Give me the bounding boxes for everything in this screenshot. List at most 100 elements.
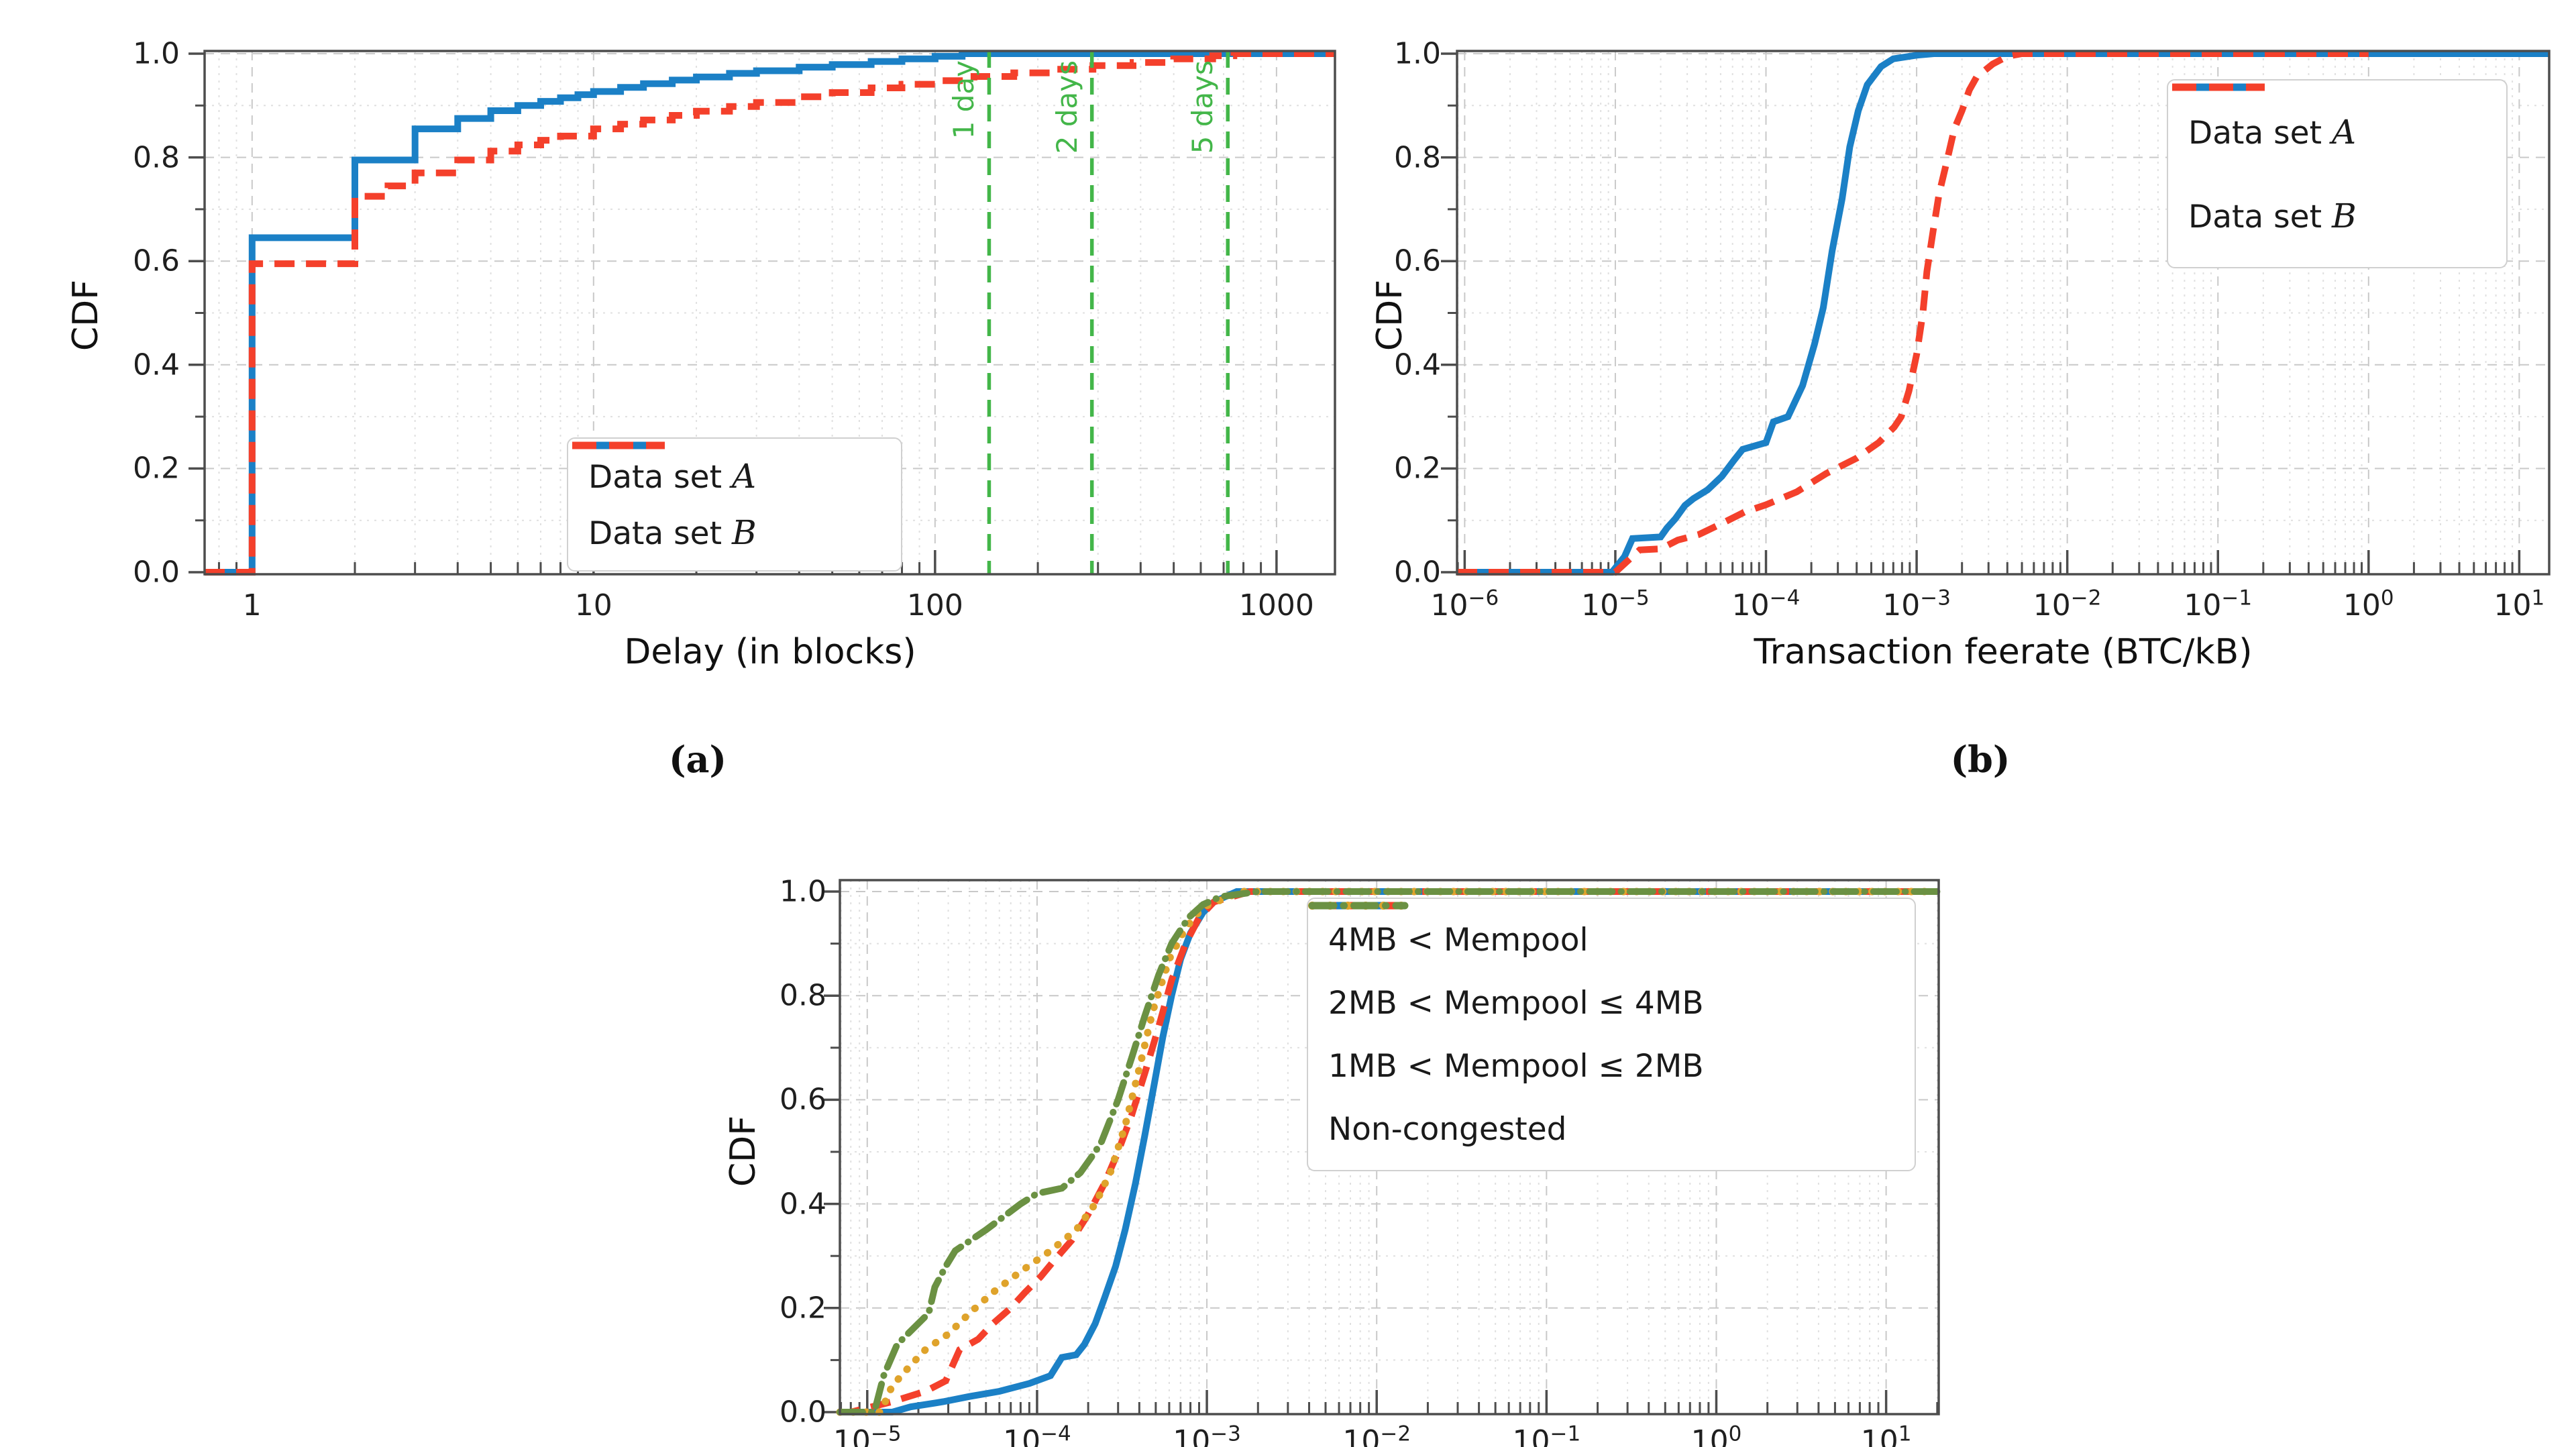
x-tick-base: 10 [2493,588,2532,623]
y-tick-label: 1.0 [1394,36,1441,71]
legend-item-label: Data set A [588,457,756,496]
series-non-congested [837,888,1941,1415]
x-tick-label: 100 [2343,588,2394,621]
legend-label-prefix: Data set [588,515,732,552]
y-tick-label: 0.2 [133,451,180,486]
axes-frame [839,879,1940,1415]
vline-label-1-day: 1 day [947,60,981,140]
xlabel-delay: Delay (in blocks) [624,632,916,672]
x-tick-exponent: −1 [1550,1422,1581,1446]
series-data-set-a [1457,50,2549,576]
series-4mb-mempool [840,888,1937,1415]
x-tick-label: 10−4 [1003,1424,1071,1447]
series-data-set-b [205,50,1335,576]
legend-item: Data set B [2172,83,2486,235]
x-tick-base: 10 [1430,588,1468,623]
ylabel-cdf-b: CDF [1370,279,1410,352]
series-2mb-mempool-4mb [840,888,1937,1415]
legend-line-sample-dashed [2172,83,2265,91]
x-tick-exponent: −3 [1210,1422,1241,1446]
x-tick-label: 1000 [1238,588,1314,623]
legend-item-label: 1MB < Mempool ≤ 2MB [1328,1047,1704,1085]
x-tick-label: 10−4 [1732,588,1801,621]
x-tick-exponent: −3 [1920,586,1951,610]
x-tick-label: 10−6 [1430,588,1499,623]
x-tick-label: 10−3 [1173,1424,1241,1447]
x-tick-exponent: 0 [2380,586,2394,610]
x-tick-label: 10−1 [1512,1424,1580,1447]
legend-item: Non-congested [1308,902,1894,1148]
x-tick-exponent: −2 [1380,1422,1411,1446]
y-tick-label: 0.0 [780,1395,826,1430]
x-tick-exponent: 1 [2531,586,2545,610]
x-tick-label: 100 [906,588,963,623]
x-tick-base: 10 [1860,1424,1898,1447]
x-tick-base: 10 [833,1424,871,1447]
legend-line-sample-dashdot [1308,902,1409,910]
x-tick-exponent: 1 [1898,1422,1912,1446]
x-tick-exponent: 0 [1728,1422,1742,1446]
x-tick-exponent: −5 [870,1422,902,1446]
axes-frame [203,50,1336,576]
legend-label-prefix: Data set [2188,198,2332,235]
legend-label-symbol: B [2331,196,2357,235]
x-tick-label: 10 [574,588,612,623]
legend-label-prefix: Data set [588,459,732,496]
y-tick-label: 0.6 [1394,244,1441,278]
x-tick-label: 1 [242,588,262,623]
series-1mb-mempool-2mb [836,888,1941,1416]
x-tick-label: 101 [2493,588,2545,623]
x-tick-exponent: −1 [2221,586,2253,610]
y-tick-label: 0.4 [133,347,180,382]
legend-item: Data set A [2172,83,2486,152]
legend-item: Data set A [572,441,881,496]
y-tick-label: 0.2 [1394,451,1441,486]
y-tick-label: 0.2 [780,1291,826,1326]
x-tick-base: 10 [1173,1424,1211,1447]
legend-item: 2MB < Mempool ≤ 4MB [1312,902,1894,1022]
legend-item: 4MB < Mempool [1312,902,1894,959]
axes-frame [1456,50,2551,576]
y-tick-label: 0.0 [133,555,180,590]
x-tick-label: 101 [1860,1424,1912,1447]
x-tick-base: 10 [1690,1424,1729,1447]
y-tick-label: 0.4 [780,1187,826,1222]
y-tick-label: 0.6 [780,1082,826,1117]
x-tick-label: 10−1 [2184,588,2252,621]
legend-label-symbol: A [731,457,757,496]
x-tick-exponent: −5 [1619,586,1650,610]
vline-label-2-days: 2 days [1050,60,1083,154]
x-tick-exponent: −4 [1769,586,1801,610]
x-tick-exponent: −6 [1468,586,1499,610]
x-tick-exponent: −4 [1040,1422,1071,1446]
legend-item-label: 2MB < Mempool ≤ 4MB [1328,984,1704,1022]
legend-c: 4MB < Mempool 2MB < Mempool ≤ 4MB 1MB < Me… [1307,898,1916,1171]
x-tick-exponent: −2 [2070,586,2102,610]
y-tick-label: 1.0 [780,874,826,909]
y-tick-label: 0.8 [1394,140,1441,175]
caption-a: (a) [668,738,727,781]
legend-b: Data set A Data set B [2167,79,2508,268]
x-tick-label: 10−5 [833,1424,902,1447]
legend-a: Data set A Data set B [567,437,902,572]
x-tick-base: 10 [1342,1424,1381,1447]
legend-item-label: Non-congested [1328,1110,1567,1148]
y-tick-label: 0.8 [133,140,180,175]
legend-item-label: 4MB < Mempool [1328,921,1589,959]
legend-label-prefix: Data set [2188,114,2332,152]
legend-label-symbol: A [2331,112,2357,152]
x-tick-base: 10 [1882,588,1921,623]
x-tick-base: 10 [1512,1424,1550,1447]
vline-label-5-days: 5 days [1186,60,1220,154]
caption-b: (b) [1950,738,2010,781]
x-tick-base: 10 [1003,1424,1041,1447]
y-tick-label: 0.0 [1394,555,1441,590]
ylabel-cdf-c: CDF [723,1115,763,1187]
legend-item: Data set B [572,441,881,552]
legend-line-sample-dashed [572,441,665,449]
y-tick-label: 0.4 [1394,347,1441,382]
legend-item-label: Data set B [588,513,757,552]
y-tick-label: 0.6 [133,244,180,278]
legend-label-symbol: B [731,513,757,552]
